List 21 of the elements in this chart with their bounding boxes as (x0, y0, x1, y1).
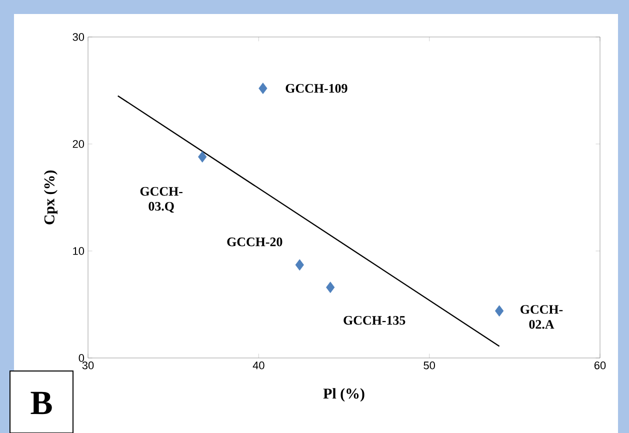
point (258, 82, 268, 94)
x-tick-label: 40 (252, 361, 264, 370)
y-tick-label: 30 (72, 32, 84, 41)
annotation: GCCH-20 (227, 237, 282, 246)
point (494, 304, 504, 316)
annotation: GCCH-03.Q (140, 186, 182, 212)
x-axis-title: Pl (%) (323, 388, 364, 402)
x-tick-label: 50 (424, 361, 435, 370)
y-tick-label: 0 (78, 354, 84, 362)
point (295, 258, 304, 270)
annotation: GCCH-02.A (520, 304, 563, 329)
point (198, 150, 207, 162)
y-axis-title: Cpx (%) (44, 170, 58, 224)
y-tick-label: 20 (72, 140, 84, 148)
y-tick-label: 10 (73, 246, 84, 255)
annotation: GCCH-135 (344, 316, 406, 324)
x-tick-label: 30 (82, 361, 94, 370)
text: B (30, 392, 52, 414)
x-tick-label: 60 (594, 361, 606, 370)
point (326, 281, 335, 293)
annotation: GCCH-109 (286, 84, 348, 92)
